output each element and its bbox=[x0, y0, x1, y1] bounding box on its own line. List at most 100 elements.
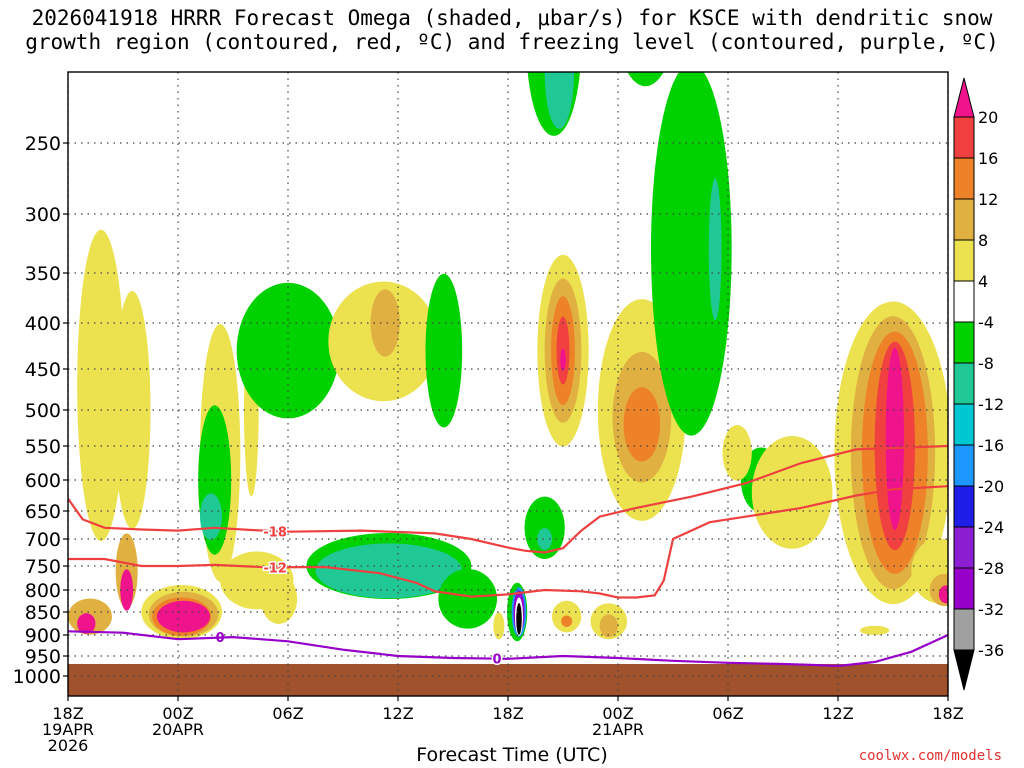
colorbar-label-10: -24 bbox=[978, 518, 1004, 537]
colorbar-label-13: -36 bbox=[978, 641, 1004, 660]
y-tick-label-300: 300 bbox=[25, 204, 61, 226]
contour-label-minus-18: -18 bbox=[263, 526, 287, 541]
terrain-block bbox=[68, 664, 948, 696]
omega-region-39 bbox=[651, 72, 732, 436]
omega-region-20 bbox=[315, 543, 463, 599]
x-tick-label-6-0: 00Z bbox=[162, 704, 193, 723]
colorbar-label-1: 16 bbox=[978, 149, 998, 168]
colorbar-box-12 bbox=[953, 608, 975, 651]
omega-region-49 bbox=[885, 347, 904, 531]
contour-label-zero: 0 bbox=[492, 652, 501, 667]
chart-title: 2026041918 HRRR Forecast Omega (shaded, … bbox=[0, 6, 1024, 54]
colorbar-box-3 bbox=[953, 239, 975, 282]
x-tick-label-18-0: 12Z bbox=[382, 704, 413, 723]
omega-region-41 bbox=[627, 72, 664, 87]
colorbar-box-4 bbox=[953, 280, 975, 323]
omega-region-1 bbox=[113, 291, 151, 529]
colorbar-label-3: 8 bbox=[978, 231, 988, 250]
y-tick-label-900: 900 bbox=[25, 625, 61, 647]
colorbar-box-11 bbox=[953, 567, 975, 610]
contour-label-zero-2: 0 bbox=[216, 631, 225, 646]
omega-region-33 bbox=[561, 615, 573, 627]
omega-region-22 bbox=[260, 573, 298, 624]
y-tick-label-400: 400 bbox=[25, 313, 61, 335]
y-tick-label-750: 750 bbox=[25, 556, 61, 578]
credit-link[interactable]: coolwx.com/models bbox=[858, 748, 1002, 764]
x-tick-label-0-1: 19APR bbox=[42, 720, 94, 739]
omega-region-36 bbox=[623, 387, 661, 462]
x-tick-label-0-0: 18Z bbox=[52, 704, 83, 723]
y-tick-label-950: 950 bbox=[25, 646, 61, 668]
colorbar-box-5 bbox=[953, 321, 975, 364]
contour-lines bbox=[68, 444, 948, 668]
x-tick-label-30-0: 00Z bbox=[602, 704, 633, 723]
colorbar-label-0: 20 bbox=[978, 108, 998, 127]
contour-zero bbox=[68, 630, 948, 668]
colorbar-label-11: -28 bbox=[978, 559, 1004, 578]
colorbar-box-8 bbox=[953, 444, 975, 487]
omega-region-59 bbox=[493, 612, 505, 640]
colorbar-label-8: -16 bbox=[978, 436, 1004, 455]
omega-region-53 bbox=[860, 625, 890, 636]
omega-region-0 bbox=[77, 229, 125, 541]
colorbar-label-5: -4 bbox=[978, 313, 994, 332]
omega-shading bbox=[68, 72, 948, 642]
x-tick-label-12-0: 06Z bbox=[272, 704, 303, 723]
omega-region-38 bbox=[599, 614, 618, 638]
omega-region-52 bbox=[938, 585, 948, 604]
colorbar-label-12: -32 bbox=[978, 600, 1004, 619]
omega-region-40 bbox=[708, 178, 722, 321]
omega-region-30 bbox=[524, 496, 565, 559]
colorbar-label-9: -20 bbox=[978, 477, 1004, 496]
colorbar-box-1 bbox=[953, 157, 975, 200]
x-tick-label-36-0: 06Z bbox=[712, 704, 743, 723]
omega-region-44 bbox=[751, 436, 833, 549]
colorbar-box-7 bbox=[953, 403, 975, 446]
omega-region-31 bbox=[537, 528, 553, 550]
y-tick-label-700: 700 bbox=[25, 529, 61, 551]
colorbar-box-0 bbox=[953, 116, 975, 159]
colorbar-bottom-triangle bbox=[953, 649, 975, 691]
x-tick-label-0-2: 2026 bbox=[48, 736, 89, 755]
colorbar-label-6: -8 bbox=[978, 354, 994, 373]
omega-region-5 bbox=[77, 613, 96, 634]
colorbar-box-6 bbox=[953, 362, 975, 405]
contour-minus-18 bbox=[68, 444, 948, 554]
y-tick-label-450: 450 bbox=[25, 359, 61, 381]
omega-region-17 bbox=[370, 289, 400, 357]
omega-region-9 bbox=[156, 600, 211, 633]
omega-region-12 bbox=[200, 493, 222, 540]
title-line-2: growth region (contoured, red, ºC) and f… bbox=[25, 30, 999, 54]
omega-region-29 bbox=[560, 348, 566, 372]
colorbar: 20 16 12 8 4 -4 -8 -12 -16 -20 -24 -28 -32 -36 bbox=[953, 77, 1004, 691]
y-tick-label-850: 850 bbox=[25, 602, 61, 624]
omega-region-21 bbox=[438, 568, 497, 629]
y-tick-label-1000: 1000 bbox=[13, 666, 61, 688]
contour-minus-12 bbox=[68, 485, 948, 599]
colorbar-box-9 bbox=[953, 485, 975, 528]
contour-label-minus-12: -12 bbox=[263, 561, 287, 576]
omega-region-24 bbox=[544, 72, 574, 129]
y-tick-label-350: 350 bbox=[25, 263, 61, 285]
y-tick-label-250: 250 bbox=[25, 133, 61, 155]
y-tick-label-500: 500 bbox=[25, 400, 61, 422]
y-tick-label-800: 800 bbox=[25, 580, 61, 602]
colorbar-box-2 bbox=[953, 198, 975, 241]
contour-labels: -18 -12 0 0 bbox=[216, 524, 503, 669]
colorbar-label-4: 4 bbox=[978, 272, 988, 291]
y-tick-label-550: 550 bbox=[25, 436, 61, 458]
x-tick-label-30-1: 21APR bbox=[592, 720, 644, 739]
terrain-fill bbox=[68, 664, 948, 696]
x-tick-label-6-1: 20APR bbox=[152, 720, 204, 739]
y-tick-label-600: 600 bbox=[25, 470, 61, 492]
omega-region-58 bbox=[516, 603, 522, 635]
colorbar-box-10 bbox=[953, 526, 975, 569]
y-axis: 2503003504004505005506006507007508008509… bbox=[13, 133, 68, 688]
omega-region-18 bbox=[425, 273, 463, 428]
colorbar-label-2: 12 bbox=[978, 190, 998, 209]
omega-region-43 bbox=[722, 425, 752, 481]
x-axis-label: Forecast Time (UTC) bbox=[416, 744, 608, 766]
x-tick-label-42-0: 12Z bbox=[822, 704, 853, 723]
